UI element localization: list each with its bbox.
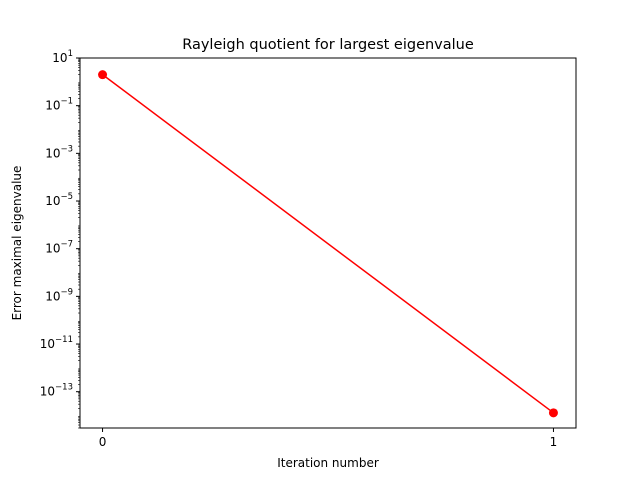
y-tick-label: 10−1 (45, 97, 73, 113)
y-tick-base: 10 (45, 146, 60, 160)
y-tick-exponent: −7 (60, 240, 73, 250)
series-line (102, 74, 554, 414)
data-point (548, 408, 558, 418)
y-tick-base: 10 (40, 385, 55, 399)
x-tick-label: 1 (550, 435, 558, 449)
data-point (98, 70, 108, 80)
y-tick-label: 10−3 (45, 144, 73, 160)
y-tick-label: 101 (52, 49, 73, 65)
y-tick-exponent: −1 (60, 97, 73, 107)
y-axis-label: Error maximal eigenvalue (10, 166, 24, 321)
plot-layer (98, 70, 558, 418)
y-tick-label: 10−9 (45, 287, 73, 303)
y-tick-label: 10−11 (40, 335, 73, 351)
y-tick-base: 10 (45, 99, 60, 113)
y-tick-exponent: −9 (60, 287, 73, 297)
x-axis-label: Iteration number (277, 456, 379, 470)
y-tick-exponent: −11 (55, 335, 73, 345)
y-tick-label: 10−5 (45, 192, 73, 208)
chart-title: Rayleigh quotient for largest eigenvalue (182, 37, 474, 53)
y-tick-exponent: −3 (60, 144, 73, 154)
y-tick-label: 10−13 (40, 383, 73, 399)
y-tick-base: 10 (40, 337, 55, 351)
x-tick-label: 0 (99, 435, 107, 449)
y-tick-exponent: −13 (55, 383, 73, 393)
y-tick-exponent: 1 (68, 49, 73, 59)
y-tick-base: 10 (45, 194, 60, 208)
y-tick-label: 10−7 (45, 240, 73, 256)
y-tick-exponent: −5 (60, 192, 73, 202)
y-tick-base: 10 (45, 289, 60, 303)
y-tick-base: 10 (45, 242, 60, 256)
y-tick-base: 10 (52, 51, 67, 65)
plot-frame (79, 57, 577, 429)
